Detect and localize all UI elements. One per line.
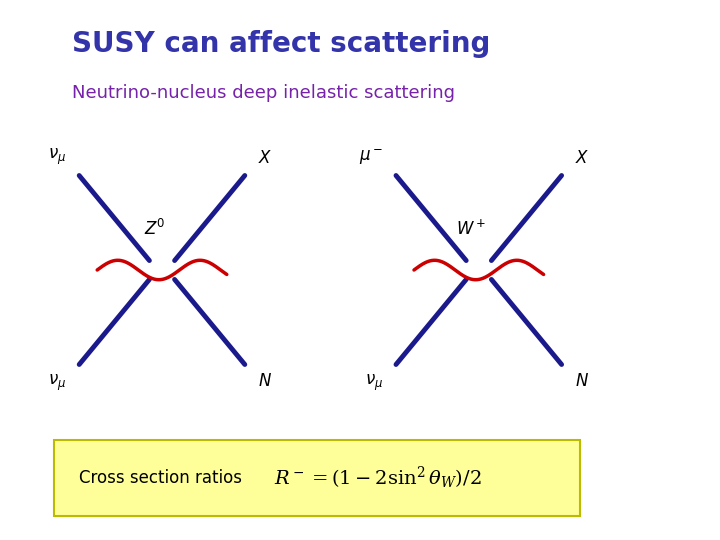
Text: $N$: $N$ [258,373,271,389]
Text: SUSY can affect scattering: SUSY can affect scattering [72,30,490,58]
Text: $\nu_\mu$: $\nu_\mu$ [48,147,66,167]
FancyBboxPatch shape [54,440,580,516]
Text: $N$: $N$ [575,373,588,389]
Text: $Z^0$: $Z^0$ [144,219,166,239]
Text: $\nu_\mu$: $\nu_\mu$ [365,373,383,393]
Text: Neutrino-nucleus deep inelastic scattering: Neutrino-nucleus deep inelastic scatteri… [72,84,455,102]
Text: Cross section ratios: Cross section ratios [79,469,242,487]
Text: $\nu_\mu$: $\nu_\mu$ [48,373,66,393]
Text: $X$: $X$ [258,151,272,167]
Text: $R^- = \left(1 - 2\sin^2\theta_W\right)/2$: $R^- = \left(1 - 2\sin^2\theta_W\right)/… [274,465,481,491]
Text: $X$: $X$ [575,151,589,167]
Text: $W^+$: $W^+$ [456,219,487,239]
Text: $\mu^-$: $\mu^-$ [359,147,383,167]
